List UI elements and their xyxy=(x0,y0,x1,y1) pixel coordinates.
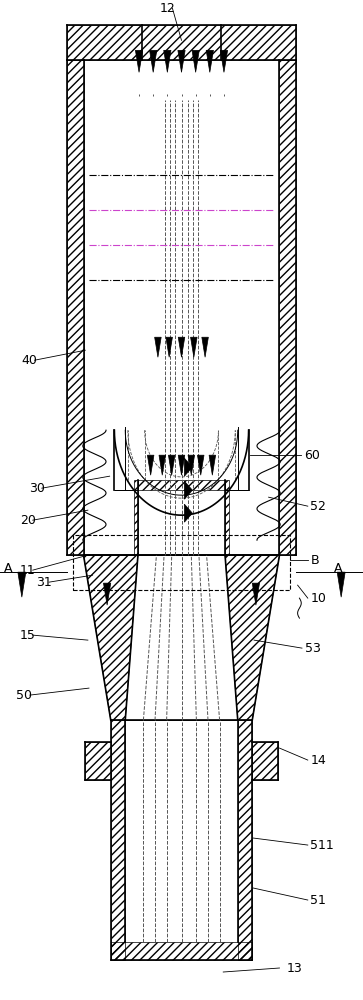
Text: 12: 12 xyxy=(160,2,175,15)
Text: 20: 20 xyxy=(20,514,36,527)
Text: 31: 31 xyxy=(36,576,52,589)
Polygon shape xyxy=(150,50,157,72)
Bar xyxy=(67,25,296,60)
Text: 15: 15 xyxy=(20,629,36,642)
Polygon shape xyxy=(209,455,216,475)
Polygon shape xyxy=(184,458,192,476)
Polygon shape xyxy=(220,50,228,72)
Text: 10: 10 xyxy=(310,592,326,605)
Polygon shape xyxy=(164,50,171,72)
Polygon shape xyxy=(168,455,175,475)
Text: 51: 51 xyxy=(310,894,326,907)
Text: 52: 52 xyxy=(310,500,326,513)
Polygon shape xyxy=(159,455,166,475)
Text: 11: 11 xyxy=(20,564,36,577)
Polygon shape xyxy=(252,583,260,605)
Polygon shape xyxy=(166,337,172,357)
Text: 50: 50 xyxy=(16,689,32,702)
Polygon shape xyxy=(192,50,199,72)
Text: 13: 13 xyxy=(287,962,302,975)
Polygon shape xyxy=(135,50,143,72)
Text: 40: 40 xyxy=(22,354,38,367)
Bar xyxy=(111,942,252,960)
Polygon shape xyxy=(18,572,26,597)
Bar xyxy=(238,720,252,960)
Text: A: A xyxy=(4,562,12,575)
Text: A: A xyxy=(334,562,342,575)
Polygon shape xyxy=(197,455,204,475)
Polygon shape xyxy=(184,481,192,499)
Text: 30: 30 xyxy=(29,482,45,495)
Bar xyxy=(280,60,296,555)
Polygon shape xyxy=(202,337,208,357)
Bar xyxy=(111,720,125,960)
Text: 53: 53 xyxy=(305,642,321,655)
Text: 511: 511 xyxy=(310,839,334,852)
Polygon shape xyxy=(178,50,185,72)
Polygon shape xyxy=(188,455,195,475)
Polygon shape xyxy=(206,50,213,72)
Polygon shape xyxy=(178,455,185,475)
Polygon shape xyxy=(191,337,197,357)
Polygon shape xyxy=(337,572,345,597)
Bar xyxy=(67,60,83,555)
Polygon shape xyxy=(184,504,192,522)
Text: B: B xyxy=(310,554,319,567)
Polygon shape xyxy=(147,455,154,475)
Polygon shape xyxy=(155,337,161,357)
Polygon shape xyxy=(178,337,185,357)
Text: 60: 60 xyxy=(304,449,320,462)
Polygon shape xyxy=(103,583,111,605)
Text: 14: 14 xyxy=(310,754,326,767)
